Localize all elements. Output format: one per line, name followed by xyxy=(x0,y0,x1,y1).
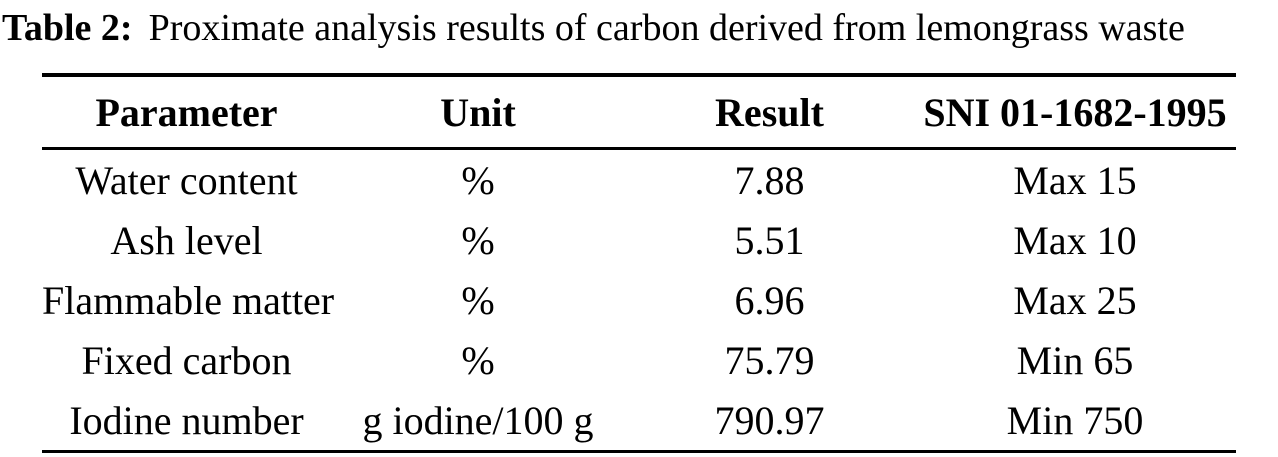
cell-result: 6.96 xyxy=(734,277,805,323)
proximate-analysis-table: Parameter Unit Result SNI 01-1682-1995 W… xyxy=(42,73,1236,453)
table-caption: Table 2: Proximate analysis results of ca… xyxy=(0,0,1278,52)
cell-parameter: Fixed carbon xyxy=(81,337,292,383)
cell-sni: Max 10 xyxy=(1013,217,1137,263)
cell-parameter: Iodine number xyxy=(69,397,304,443)
cell-unit: % xyxy=(461,157,495,203)
column-header-result: Result xyxy=(715,89,824,135)
cell-unit: % xyxy=(461,277,495,323)
cell-result: 75.79 xyxy=(724,337,815,383)
table-row: Iodine number g iodine/100 g 790.97 Min … xyxy=(42,390,1236,452)
cell-parameter: Flammable matter xyxy=(42,277,335,323)
cell-unit: % xyxy=(461,217,495,263)
cell-result: 790.97 xyxy=(714,397,825,443)
cell-parameter: Ash level xyxy=(110,217,263,263)
header-row: Parameter Unit Result SNI 01-1682-1995 xyxy=(42,75,1236,149)
cell-result: 5.51 xyxy=(734,217,805,263)
cell-sni: Min 750 xyxy=(1006,397,1144,443)
cell-result: 7.88 xyxy=(734,157,805,203)
table-row: Water content % 7.88 Max 15 xyxy=(42,149,1236,211)
table-caption-text: Proximate analysis results of carbon der… xyxy=(148,7,1185,49)
table-row: Flammable matter % 6.96 Max 25 xyxy=(42,270,1236,330)
cell-unit: g iodine/100 g xyxy=(362,397,594,443)
table-caption-label: Table 2: xyxy=(2,7,133,49)
column-header-unit: Unit xyxy=(440,89,516,135)
cell-sni: Max 25 xyxy=(1013,277,1137,323)
cell-parameter: Water content xyxy=(75,157,298,203)
column-header-sni: SNI 01-1682-1995 xyxy=(923,89,1227,135)
table-row: Ash level % 5.51 Max 10 xyxy=(42,210,1236,270)
cell-sni: Min 65 xyxy=(1016,337,1134,383)
column-header-parameter: Parameter xyxy=(95,89,278,135)
table-row: Fixed carbon % 75.79 Min 65 xyxy=(42,330,1236,390)
cell-sni: Max 15 xyxy=(1013,157,1137,203)
cell-unit: % xyxy=(461,337,495,383)
